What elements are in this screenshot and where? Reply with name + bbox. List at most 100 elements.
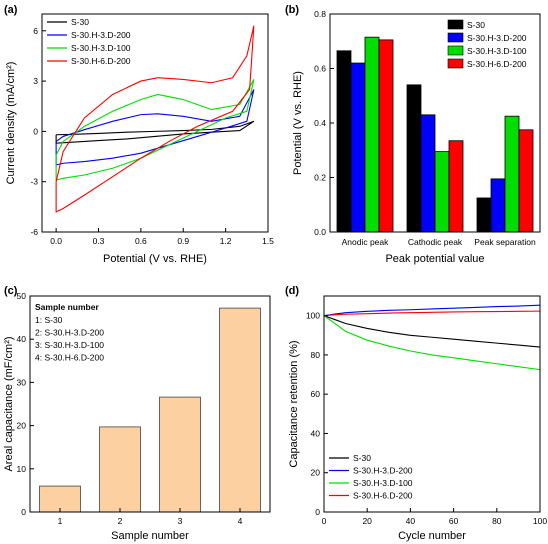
panel-a-y-tick-label: 6 <box>33 26 38 36</box>
bar-S-30.H-3.D-100-Peak separation <box>504 115 520 233</box>
panel-d-label: (d) <box>285 285 299 297</box>
panel-c-x-tick-label: 1 <box>58 516 63 526</box>
bar-S-30.H-3.D-200-Peak separation <box>490 178 506 233</box>
panel-c-y-tick-label: 50 <box>17 291 27 301</box>
panel-a-xlabel: Potential (V vs. RHE) <box>103 253 207 265</box>
panel-d-y-tick-label: 100 <box>306 311 320 321</box>
panel-a-y-tick-label: -3 <box>30 177 38 187</box>
legend-label: S-30.H-3.D-100 <box>71 43 131 53</box>
panel-a-x-tick-label: 0.9 <box>177 236 189 246</box>
legend-label: S-30 <box>467 20 485 30</box>
bar-sample-4 <box>219 307 261 513</box>
panel-b-y-tick-label: 0.8 <box>314 9 326 19</box>
panel-c-x-tick-label: 4 <box>238 516 243 526</box>
panel-a-x-tick-label: 0.3 <box>93 236 105 246</box>
panel-c-y-tick-label: 10 <box>17 464 27 474</box>
panel-d-x-tick-label: 100 <box>533 516 547 526</box>
panel-d-x-tick-label: 0 <box>322 516 327 526</box>
panel-c-legend-title: Sample number <box>35 302 99 312</box>
panel-c-y-tick-label: 30 <box>17 377 27 387</box>
bar-S-30.H-3.D-100-Anodic peak <box>364 36 380 233</box>
panel-c-legend-item: 2: S-30.H-3.D-200 <box>35 328 104 338</box>
panel-b-xlabel: Peak potential value <box>385 253 484 265</box>
panel-d-x-tick-label: 20 <box>362 516 372 526</box>
legend-label: S-30.H-3.D-100 <box>467 46 527 56</box>
panel-d-ylabel: Capacitance retention (%) <box>288 340 300 467</box>
panel-d-xlabel: Cycle number <box>398 530 466 542</box>
bar-sample-2 <box>99 426 141 513</box>
panel-c-x-tick-label: 3 <box>178 516 183 526</box>
panel-b-label: (b) <box>285 4 299 16</box>
cv-curve-S-30.H-6.D-200 <box>55 25 255 213</box>
panel-c-y-tick-label: 0 <box>21 507 26 517</box>
legend-label: S-30 <box>353 453 371 463</box>
legend-swatch-S-30.H-6.D-200 <box>447 58 464 69</box>
panel-c-ylabel: Areal capacitance (mF/cm²) <box>3 336 15 471</box>
bar-S-30.H-3.D-200-Cathodic peak <box>420 114 436 233</box>
panel-a-ylabel: Current density (mA/cm²) <box>5 62 17 185</box>
bar-S-30-Anodic peak <box>336 50 352 233</box>
panel-a-y-tick-label: 0 <box>33 126 38 136</box>
panel-a-x-tick-label: 0.6 <box>135 236 147 246</box>
retention-curve-S-30.H-6.D-200 <box>323 310 541 317</box>
legend-label: S-30 <box>71 17 89 27</box>
bar-S-30-Cathodic peak <box>406 84 422 233</box>
panel-a-label: (a) <box>4 4 18 16</box>
panel-c-y-tick-label: 40 <box>17 334 27 344</box>
panel-d-x-tick-label: 40 <box>406 516 416 526</box>
panel-c-legend-item: 3: S-30.H-3.D-100 <box>35 340 104 350</box>
legend-label: S-30.H-6.D-200 <box>71 56 131 66</box>
bar-S-30.H-3.D-200-Anodic peak <box>350 62 366 233</box>
legend-label: S-30.H-3.D-200 <box>467 33 527 43</box>
panel-b-category-label: Cathodic peak <box>408 237 463 247</box>
panel-b-y-tick-label: 0.0 <box>314 227 326 237</box>
panel-d-frame <box>323 295 541 513</box>
bar-S-30.H-6.D-200-Peak separation <box>518 129 534 233</box>
panel-c-xlabel: Sample number <box>111 530 189 542</box>
panel-c-label: (c) <box>4 285 18 297</box>
cv-curve-S-30 <box>55 120 255 144</box>
panel-c-frame <box>29 295 271 513</box>
legend-swatch-S-30 <box>447 19 464 30</box>
legend-swatch-S-30.H-3.D-200 <box>447 32 464 43</box>
panel-a-frame <box>41 13 269 233</box>
panel-a-x-tick-label: 1.5 <box>262 236 274 246</box>
panel-d-x-tick-label: 60 <box>449 516 459 526</box>
panel-b-category-label: Peak separation <box>474 237 536 247</box>
panel-c-x-tick-label: 2 <box>118 516 123 526</box>
panel-b-y-tick-label: 0.2 <box>314 173 326 183</box>
legend-label: S-30.H-6.D-200 <box>467 59 527 69</box>
panel-d-y-tick-label: 60 <box>311 389 321 399</box>
panel-a-x-tick-label: 1.2 <box>220 236 232 246</box>
legend-label: S-30.H-6.D-200 <box>353 491 413 501</box>
panel-d-y-tick-label: 40 <box>311 428 321 438</box>
bar-sample-3 <box>159 396 201 513</box>
bar-S-30-Peak separation <box>476 197 492 233</box>
legend-label: S-30.H-3.D-100 <box>353 478 413 488</box>
panel-d-y-tick-label: 20 <box>311 468 321 478</box>
panel-b-y-tick-label: 0.4 <box>314 118 326 128</box>
panel-d-y-tick-label: 80 <box>311 350 321 360</box>
bar-S-30.H-3.D-100-Cathodic peak <box>434 151 450 233</box>
retention-curve-S-30.H-3.D-200 <box>323 304 541 317</box>
panel-b-ylabel: Potential (V vs. RHE) <box>292 71 304 175</box>
panel-d-x-tick-label: 80 <box>492 516 502 526</box>
cv-curve-S-30.H-3.D-200 <box>55 89 255 166</box>
panel-d-y-tick-label: 0 <box>315 507 320 517</box>
panel-b-y-tick-label: 0.6 <box>314 64 326 74</box>
panel-c-legend-item: 1: S-30 <box>35 315 63 325</box>
panel-a-y-tick-label: 3 <box>33 76 38 86</box>
legend-swatch-S-30.H-3.D-100 <box>447 45 464 56</box>
retention-curve-S-30.H-3.D-100 <box>323 315 541 371</box>
panel-b-category-label: Anodic peak <box>342 237 390 247</box>
retention-curve-S-30 <box>323 315 541 348</box>
legend-label: S-30.H-3.D-200 <box>71 30 131 40</box>
legend-label: S-30.H-3.D-200 <box>353 466 413 476</box>
panel-a-x-tick-label: 0.0 <box>50 236 62 246</box>
panel-a-y-tick-label: -6 <box>30 227 38 237</box>
bar-S-30.H-6.D-200-Cathodic peak <box>448 140 464 233</box>
cv-curve-S-30.H-3.D-100 <box>55 79 255 181</box>
panel-c-legend-item: 4: S-30.H-6.D-200 <box>35 353 104 363</box>
panel-c-y-tick-label: 20 <box>17 421 27 431</box>
